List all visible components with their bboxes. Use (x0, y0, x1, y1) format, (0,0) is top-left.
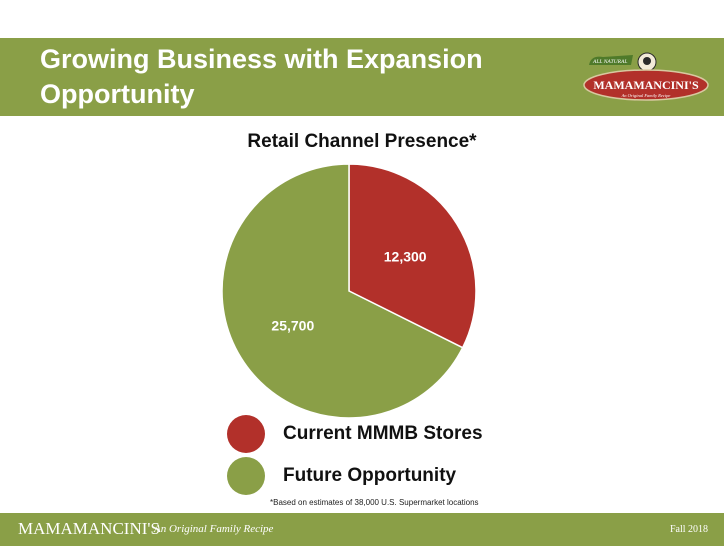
pie-slice-0 (348, 163, 477, 349)
legend-label-current-stores: Current MMMB Stores (283, 423, 483, 444)
mamamancinis-logo: ALL NATURAL MAMAMANCINI'S An Original Fa… (583, 52, 709, 101)
chart-title: Retail Channel Presence* (247, 131, 477, 152)
logo-oval-icon (583, 69, 709, 101)
legend-label-future-opportunity: Future Opportunity (283, 465, 457, 486)
legend-swatch-current-stores (227, 415, 265, 453)
slide-title-line1: Growing Business with Expansion (40, 44, 483, 74)
slide-title: Growing Business with Expansion Opportun… (40, 42, 560, 112)
pie-slice-label-0: 12,300 (384, 248, 427, 264)
pie-slice-label-1: 25,700 (271, 318, 314, 334)
logo-tagline-text: An Original Family Recipe (621, 93, 671, 98)
logo-ribbon-icon (589, 55, 633, 65)
slide-title-line2: Opportunity (40, 79, 195, 109)
pie-chart: 12,300 25,700 (221, 163, 477, 419)
header-band: Growing Business with Expansion Opportun… (0, 38, 724, 116)
logo-portrait-face-icon (643, 57, 651, 65)
footnote: *Based on estimates of 38,000 U.S. Super… (270, 498, 479, 507)
pie-slice-1 (221, 163, 464, 419)
footer-date: Fall 2018 (669, 524, 708, 535)
logo-ribbon-text: ALL NATURAL (592, 59, 627, 65)
legend-swatch-future-opportunity (227, 457, 265, 495)
footer-band: MAMAMANCINI'S An Original Family Recipe … (0, 513, 724, 546)
logo-brand-text: MAMAMANCINI'S (593, 78, 699, 92)
footer-tagline: An Original Family Recipe (154, 523, 274, 535)
footer-brand: MAMAMANCINI'S (18, 519, 160, 538)
